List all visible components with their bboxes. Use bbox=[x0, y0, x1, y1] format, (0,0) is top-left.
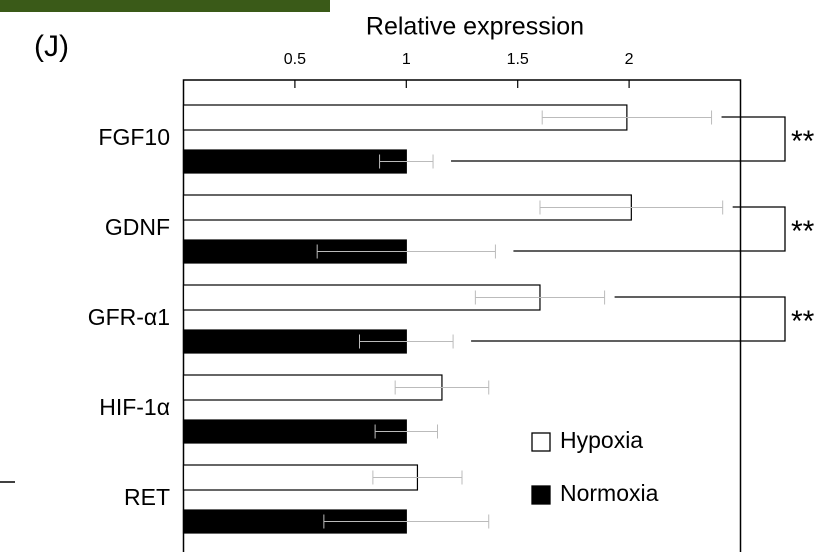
legend-swatch bbox=[531, 485, 551, 505]
legend-label: Normoxia bbox=[560, 480, 659, 506]
error-bar bbox=[359, 334, 454, 349]
y-tick-label: RET bbox=[124, 484, 170, 510]
bar bbox=[182, 149, 407, 174]
legend-label: Hypoxia bbox=[560, 427, 643, 453]
error-bar bbox=[374, 424, 438, 439]
error-bar bbox=[394, 380, 490, 395]
error-bar bbox=[539, 200, 724, 215]
legend-swatch bbox=[531, 432, 551, 452]
significance-label: ** bbox=[791, 125, 815, 158]
y-tick-label: GFR-α1 bbox=[88, 304, 170, 330]
significance-label: ** bbox=[791, 305, 815, 338]
y-tick-label: GDNF bbox=[105, 214, 170, 240]
x-tick-label: 0.5 bbox=[284, 51, 306, 68]
significance-bracket bbox=[451, 116, 786, 162]
x-tick-label: 2 bbox=[625, 51, 634, 68]
y-tick-label: FGF10 bbox=[98, 124, 170, 150]
x-tick-label: 1 bbox=[402, 51, 411, 68]
error-bar bbox=[474, 290, 606, 305]
axis-title: Relative expression bbox=[366, 13, 584, 41]
plot-frame bbox=[182, 79, 742, 552]
image-fragment bbox=[0, 0, 330, 12]
error-bar bbox=[323, 514, 490, 529]
error-bar bbox=[379, 154, 434, 169]
error-bar bbox=[372, 470, 463, 485]
error-bar bbox=[316, 244, 496, 259]
significance-label: ** bbox=[791, 215, 815, 248]
bar bbox=[182, 419, 407, 444]
significance-bracket bbox=[471, 296, 786, 342]
error-bar bbox=[541, 110, 713, 125]
y-tick-label: HIF-1α bbox=[99, 394, 170, 420]
significance-bracket bbox=[513, 206, 786, 252]
x-tick-label: 1.5 bbox=[507, 51, 529, 68]
panel-label: (J) bbox=[34, 30, 69, 63]
